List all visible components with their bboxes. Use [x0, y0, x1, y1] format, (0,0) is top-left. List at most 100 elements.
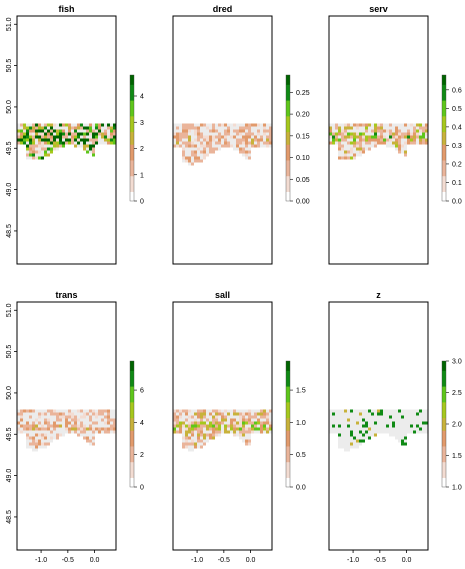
raster-cell	[38, 123, 41, 127]
legend-tick-label: 1.0	[452, 485, 462, 492]
raster-cell	[389, 123, 392, 127]
raster-cell	[416, 129, 419, 133]
raster-cell	[95, 138, 98, 142]
raster-cell	[32, 421, 35, 425]
raster-cell	[359, 138, 362, 142]
raster-cell	[77, 430, 80, 434]
raster-cell	[35, 138, 38, 142]
raster-cell	[113, 135, 116, 139]
raster-cell	[374, 129, 377, 133]
raster-cell	[44, 150, 47, 154]
raster-cell	[362, 144, 365, 148]
y-tick-label: 51.0	[6, 17, 13, 31]
raster-cell	[395, 418, 398, 422]
raster-cell	[92, 135, 95, 139]
legend-swatch	[130, 389, 134, 393]
raster-cell	[422, 135, 425, 139]
raster-cell	[56, 427, 59, 431]
legend-swatch	[442, 408, 446, 412]
raster-cell	[194, 153, 197, 157]
legend-swatch	[130, 405, 134, 409]
raster-cell	[191, 436, 194, 440]
raster-cell	[401, 442, 404, 446]
raster-cell	[56, 126, 59, 130]
raster-cell	[254, 412, 257, 416]
raster-cell	[350, 156, 353, 160]
raster-cell	[185, 433, 188, 437]
raster-cell	[350, 123, 353, 127]
raster-cell	[362, 129, 365, 133]
raster-cell	[53, 132, 56, 136]
raster-cell	[416, 123, 419, 127]
raster-cell	[386, 418, 389, 422]
raster-cell	[329, 424, 332, 428]
legend-tick-label: 0.5	[296, 452, 306, 459]
raster-cell	[32, 433, 35, 437]
raster-cell	[80, 418, 83, 422]
raster-cell	[203, 412, 206, 416]
raster-cell	[188, 162, 191, 166]
raster-cell	[17, 138, 20, 142]
raster-cell	[98, 418, 101, 422]
raster-cell	[32, 123, 35, 127]
raster-cell	[356, 132, 359, 136]
raster-cell	[353, 424, 356, 428]
raster-cell	[203, 430, 206, 434]
raster-cell	[182, 433, 185, 437]
raster-cell	[50, 126, 53, 130]
raster-cell	[407, 123, 410, 127]
raster-cell	[218, 144, 221, 148]
raster-cell	[260, 135, 263, 139]
raster-cell	[329, 421, 332, 425]
raster-cell	[182, 436, 185, 440]
raster-cell	[29, 153, 32, 157]
raster-cell	[242, 439, 245, 443]
raster-cell	[221, 132, 224, 136]
raster-cell	[350, 445, 353, 449]
raster-cell	[71, 430, 74, 434]
raster-cell	[329, 409, 332, 413]
raster-cell	[59, 144, 62, 148]
raster-cell	[266, 424, 269, 428]
raster-cell	[26, 430, 29, 434]
legend-swatch	[286, 78, 290, 82]
raster-cell	[263, 129, 266, 133]
raster-cell	[350, 412, 353, 416]
raster-cell	[92, 430, 95, 434]
raster-cell	[77, 135, 80, 139]
raster-cell	[359, 141, 362, 145]
raster-cell	[38, 424, 41, 428]
raster-cell	[50, 418, 53, 422]
raster-cell	[353, 126, 356, 130]
raster-cell	[371, 129, 374, 133]
raster-cell	[353, 150, 356, 154]
raster-cell	[221, 424, 224, 428]
raster-cell	[383, 409, 386, 413]
raster-cell	[359, 144, 362, 148]
legend-swatch	[442, 389, 446, 393]
raster-cell	[338, 138, 341, 142]
raster-cell	[260, 141, 263, 145]
raster-cell	[101, 427, 104, 431]
raster-cell	[200, 150, 203, 154]
raster-cell	[185, 129, 188, 133]
raster-cell	[260, 421, 263, 425]
legend-swatch	[442, 197, 446, 202]
raster-cell	[176, 132, 179, 136]
raster-cell	[203, 436, 206, 440]
raster-cell	[374, 409, 377, 413]
raster-cell	[392, 409, 395, 413]
raster-cell	[89, 144, 92, 148]
raster-cell	[392, 129, 395, 133]
legend-swatch	[286, 131, 290, 136]
raster-cell	[251, 412, 254, 416]
raster-cell	[44, 129, 47, 133]
x-tick-label: 0.0	[90, 557, 100, 564]
raster-cell	[338, 433, 341, 437]
raster-cell	[254, 409, 257, 413]
raster-cell	[248, 439, 251, 443]
raster-cell	[269, 138, 272, 142]
raster-cell	[356, 442, 359, 446]
raster-cell	[92, 129, 95, 133]
